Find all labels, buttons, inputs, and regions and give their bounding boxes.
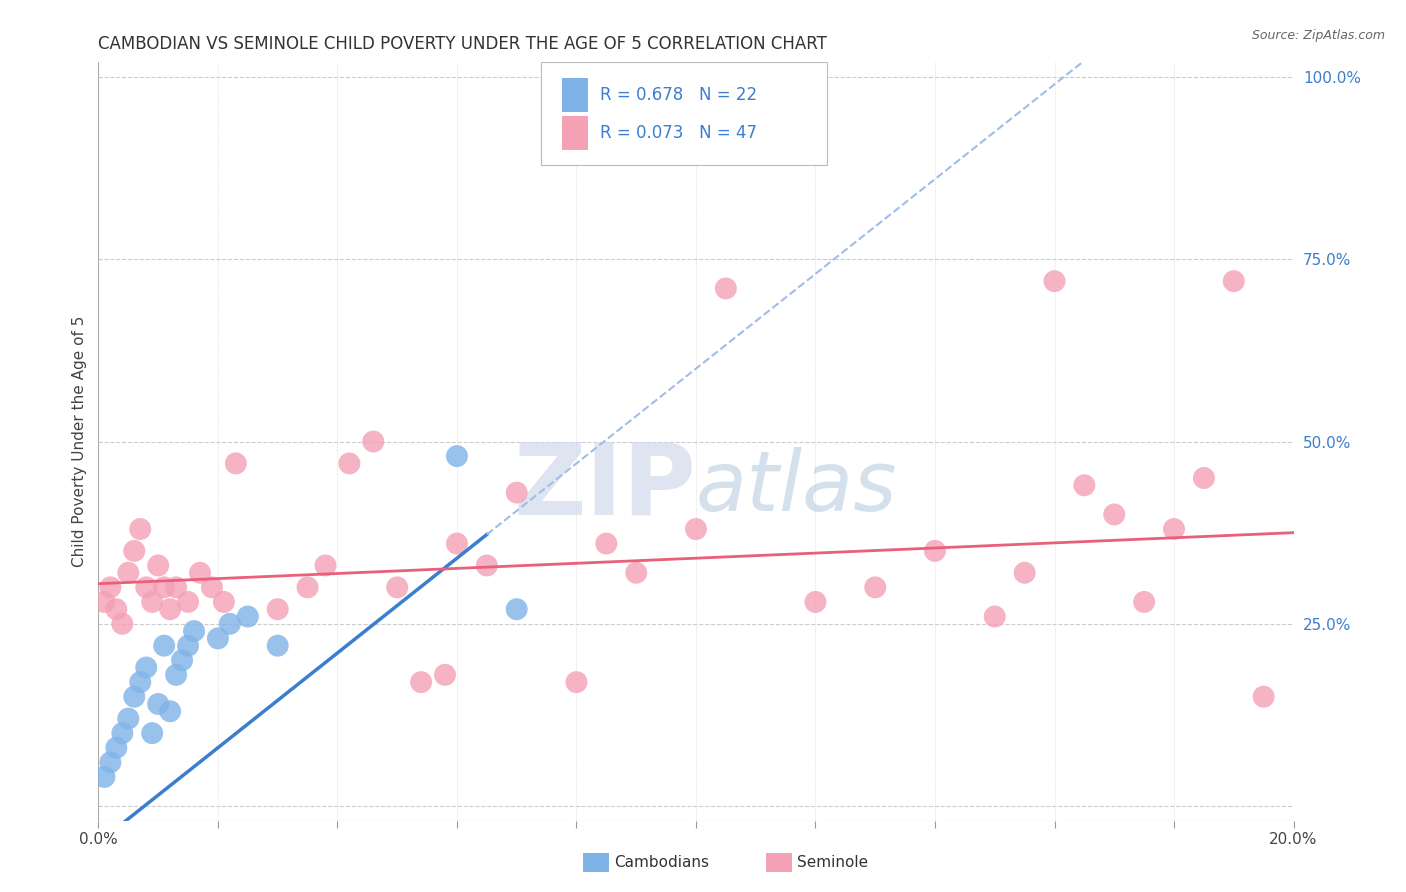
- Point: [111, 726, 134, 740]
- Point: [339, 457, 361, 471]
- Point: [924, 544, 946, 558]
- Text: R = 0.073   N = 47: R = 0.073 N = 47: [600, 124, 758, 142]
- Point: [1073, 478, 1095, 492]
- Point: [446, 449, 468, 463]
- Point: [153, 639, 176, 653]
- Point: [1192, 471, 1215, 485]
- Point: [188, 566, 211, 580]
- Point: [129, 522, 152, 536]
- Point: [93, 770, 115, 784]
- FancyBboxPatch shape: [541, 62, 827, 165]
- Point: [446, 536, 468, 550]
- Point: [165, 668, 187, 682]
- Point: [105, 740, 128, 755]
- Point: [135, 580, 157, 594]
- Point: [153, 580, 176, 594]
- Point: [411, 675, 433, 690]
- Point: [165, 580, 187, 594]
- Point: [98, 756, 122, 770]
- Point: [225, 457, 247, 471]
- Point: [148, 697, 170, 711]
- Point: [183, 624, 205, 639]
- Text: Source: ZipAtlas.com: Source: ZipAtlas.com: [1251, 29, 1385, 42]
- Point: [267, 639, 290, 653]
- Point: [117, 712, 139, 726]
- Text: atlas: atlas: [696, 447, 897, 527]
- Point: [111, 616, 134, 631]
- Point: [595, 536, 617, 550]
- Point: [1043, 274, 1066, 288]
- Point: [219, 616, 242, 631]
- Text: CAMBODIAN VS SEMINOLE CHILD POVERTY UNDER THE AGE OF 5 CORRELATION CHART: CAMBODIAN VS SEMINOLE CHILD POVERTY UNDE…: [98, 35, 827, 53]
- Point: [141, 595, 163, 609]
- Point: [363, 434, 385, 449]
- Bar: [562, 115, 589, 150]
- Y-axis label: Child Poverty Under the Age of 5: Child Poverty Under the Age of 5: [72, 316, 87, 567]
- Point: [124, 544, 146, 558]
- Point: [685, 522, 707, 536]
- Text: R = 0.678   N = 22: R = 0.678 N = 22: [600, 86, 758, 103]
- Point: [1223, 274, 1246, 288]
- Point: [98, 580, 122, 594]
- Point: [297, 580, 319, 594]
- Point: [1253, 690, 1275, 704]
- Point: [148, 558, 170, 573]
- Bar: [562, 78, 589, 112]
- Point: [177, 639, 200, 653]
- Point: [714, 281, 737, 295]
- Point: [804, 595, 827, 609]
- Point: [385, 580, 409, 594]
- Point: [172, 653, 194, 667]
- Text: Cambodians: Cambodians: [614, 855, 710, 870]
- Point: [565, 675, 588, 690]
- Point: [984, 609, 1007, 624]
- Point: [506, 602, 529, 616]
- Point: [315, 558, 337, 573]
- Point: [212, 595, 235, 609]
- Point: [865, 580, 887, 594]
- Point: [177, 595, 200, 609]
- Point: [159, 602, 181, 616]
- Point: [159, 704, 181, 718]
- Point: [117, 566, 139, 580]
- Point: [201, 580, 224, 594]
- Point: [207, 632, 229, 646]
- Point: [129, 675, 152, 690]
- Point: [1014, 566, 1036, 580]
- Point: [1133, 595, 1156, 609]
- Point: [124, 690, 146, 704]
- Point: [135, 660, 157, 674]
- Point: [434, 668, 457, 682]
- Point: [1104, 508, 1126, 522]
- Text: ZIP: ZIP: [513, 439, 696, 535]
- Point: [93, 595, 115, 609]
- Point: [506, 485, 529, 500]
- Point: [1163, 522, 1185, 536]
- Point: [141, 726, 163, 740]
- Point: [236, 609, 259, 624]
- Point: [105, 602, 128, 616]
- Point: [267, 602, 290, 616]
- Text: Seminole: Seminole: [797, 855, 869, 870]
- Point: [475, 558, 498, 573]
- Point: [626, 566, 648, 580]
